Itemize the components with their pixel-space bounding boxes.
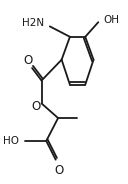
Text: H2N: H2N <box>22 18 44 28</box>
Text: OH: OH <box>103 15 119 25</box>
Text: HO: HO <box>3 136 19 146</box>
Text: O: O <box>55 164 64 177</box>
Text: O: O <box>31 100 40 113</box>
Text: O: O <box>23 54 33 67</box>
